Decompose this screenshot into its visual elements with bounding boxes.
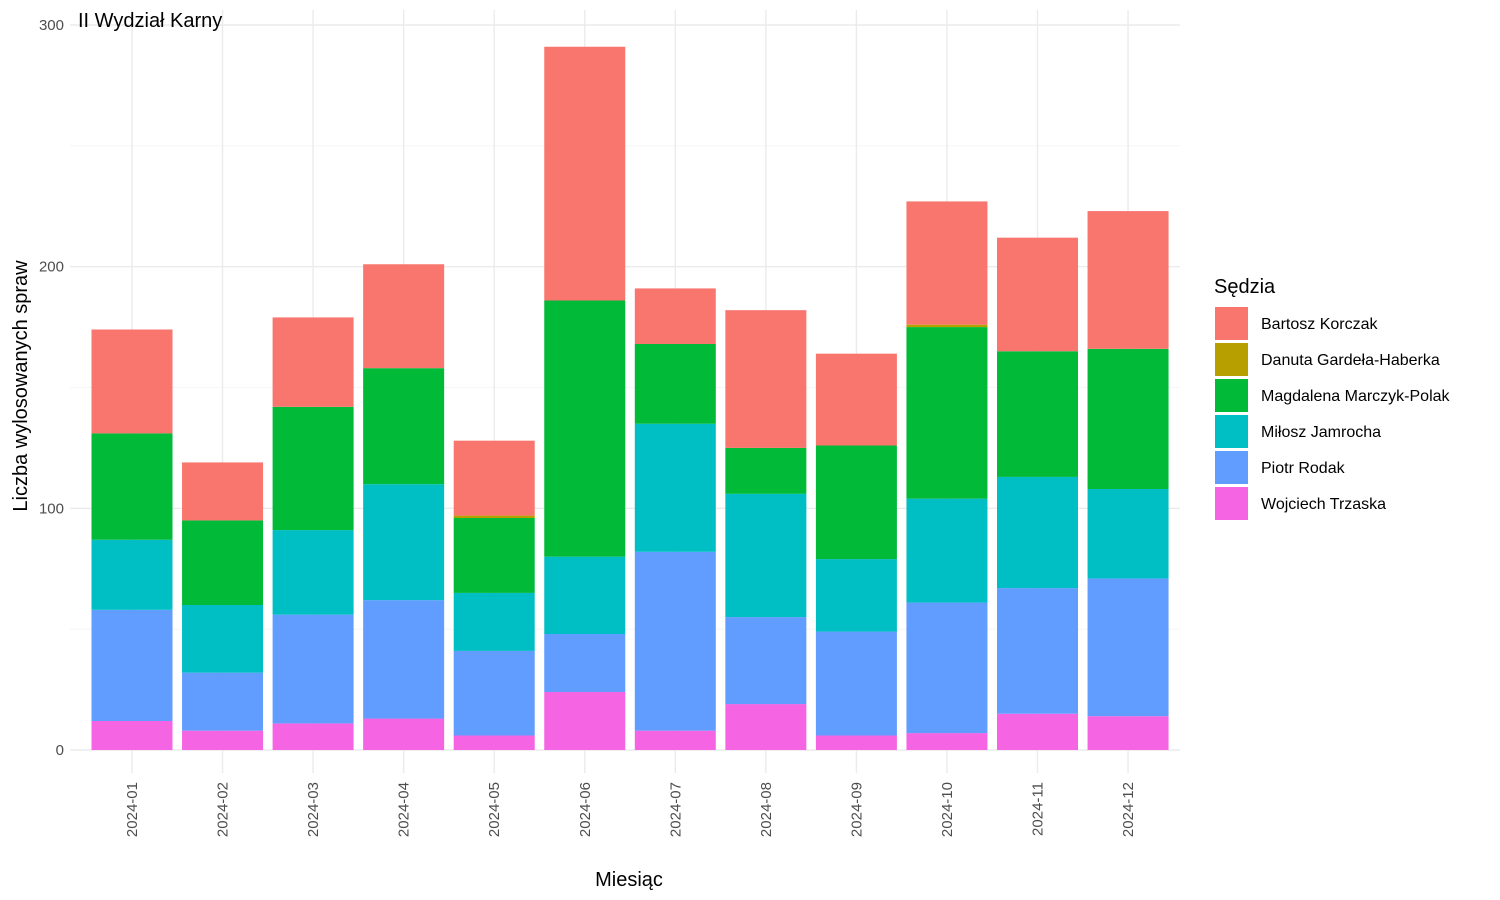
bar-segment	[1087, 578, 1169, 717]
legend-key	[1215, 307, 1248, 340]
bar-segment	[363, 264, 445, 369]
legend: Sędzia Bartosz Korczak Danuta Gardeła-Hab…	[1214, 276, 1451, 520]
bar-segment	[906, 324, 988, 328]
y-tick-label: 100	[39, 500, 64, 517]
bar-segment	[1087, 348, 1169, 489]
y-axis-title: Liczba wylosowanych spraw	[10, 260, 32, 512]
y-tick-label: 300	[39, 17, 64, 34]
bars	[91, 46, 1169, 750]
bar-segment	[725, 447, 807, 494]
legend-label: Wojciech Trzaska	[1261, 496, 1386, 513]
bar-segment	[272, 317, 354, 407]
bar-segment	[544, 300, 626, 557]
bar-segment	[272, 614, 354, 724]
bar-segment	[997, 713, 1078, 750]
bar-segment	[91, 539, 173, 610]
bar-segment	[91, 721, 173, 750]
bar-segment	[906, 498, 988, 603]
bar-segment	[544, 46, 626, 301]
bar-segment	[634, 730, 716, 750]
bar-segment	[182, 730, 264, 750]
x-tick-label: 2024-06	[577, 782, 594, 837]
bar-segment	[91, 609, 173, 721]
x-tick-label: 2024-10	[939, 782, 956, 837]
chart-title: II Wydział Karny	[78, 10, 222, 32]
bar-segment	[997, 351, 1078, 477]
legend-label: Miłosz Jamrocha	[1261, 424, 1381, 441]
x-tick-label: 2024-12	[1120, 782, 1137, 837]
bar-segment	[997, 588, 1078, 714]
y-axis-ticks: 0 100 200 300	[39, 17, 64, 759]
bar-segment	[91, 433, 173, 540]
legend-key	[1215, 379, 1248, 412]
bar-segment	[544, 556, 626, 634]
bar-segment	[544, 634, 626, 692]
x-axis-ticks: 2024-01 2024-02 2024-03 2024-04 2024-05 2024-…	[124, 782, 1137, 837]
x-tick-label: 2024-09	[848, 782, 865, 837]
bar-segment	[815, 559, 897, 632]
bar-segment	[634, 551, 716, 731]
bar-segment	[182, 520, 264, 605]
bar-segment	[272, 530, 354, 615]
bar-segment	[815, 631, 897, 736]
bar-segment	[815, 735, 897, 750]
bar-segment	[363, 718, 445, 750]
bar-segment	[272, 723, 354, 750]
legend-key	[1215, 343, 1248, 376]
bar-segment	[1087, 211, 1169, 349]
bar-segment	[906, 201, 988, 325]
x-tick-label: 2024-02	[215, 782, 232, 837]
bar-segment	[182, 462, 264, 521]
bar-segment	[725, 704, 807, 750]
bar-segment	[91, 329, 173, 434]
legend-label: Piotr Rodak	[1261, 460, 1346, 477]
bar-segment	[544, 692, 626, 750]
bar-segment	[815, 445, 897, 560]
bar-segment	[725, 493, 807, 618]
bar-segment	[634, 288, 716, 344]
legend-label: Danuta Gardeła-Haberka	[1261, 352, 1440, 369]
bar-segment	[182, 605, 264, 673]
bar-segment	[1087, 489, 1169, 579]
legend-key	[1215, 451, 1248, 484]
bar-segment	[363, 484, 445, 601]
bar-segment	[453, 592, 535, 651]
x-tick-label: 2024-04	[396, 782, 413, 837]
y-tick-label: 0	[56, 742, 64, 759]
y-tick-label: 200	[39, 259, 64, 276]
x-tick-label: 2024-11	[1030, 782, 1047, 836]
legend-label: Magdalena Marczyk-Polak	[1261, 388, 1451, 405]
bar-segment	[634, 344, 716, 424]
bar-segment	[453, 650, 535, 736]
x-tick-label: 2024-08	[758, 782, 775, 837]
bar-segment	[453, 515, 535, 518]
legend-title: Sędzia	[1214, 276, 1276, 298]
legend-label: Bartosz Korczak	[1261, 316, 1378, 333]
bar-segment	[634, 423, 716, 552]
bar-segment	[815, 353, 897, 446]
bar-segment	[363, 368, 445, 485]
bar-segment	[182, 672, 264, 731]
bar-segment	[997, 237, 1078, 352]
bar-segment	[363, 600, 445, 719]
bar-segment	[997, 476, 1078, 589]
bar-segment	[453, 735, 535, 750]
bar-segment	[906, 327, 988, 499]
x-axis-title: Miesiąc	[595, 869, 663, 891]
bar-segment	[725, 310, 807, 448]
x-tick-label: 2024-03	[305, 782, 322, 837]
bar-segment	[1087, 716, 1169, 750]
x-tick-label: 2024-07	[667, 782, 684, 837]
bar-segment	[453, 518, 535, 593]
x-tick-label: 2024-05	[486, 782, 503, 837]
bar-segment	[906, 733, 988, 750]
legend-key	[1215, 415, 1248, 448]
x-tick-label: 2024-01	[124, 782, 141, 837]
bar-segment	[453, 440, 535, 516]
bar-segment	[906, 602, 988, 734]
bar-segment	[272, 406, 354, 531]
bar-segment	[725, 617, 807, 705]
legend-key	[1215, 487, 1248, 520]
